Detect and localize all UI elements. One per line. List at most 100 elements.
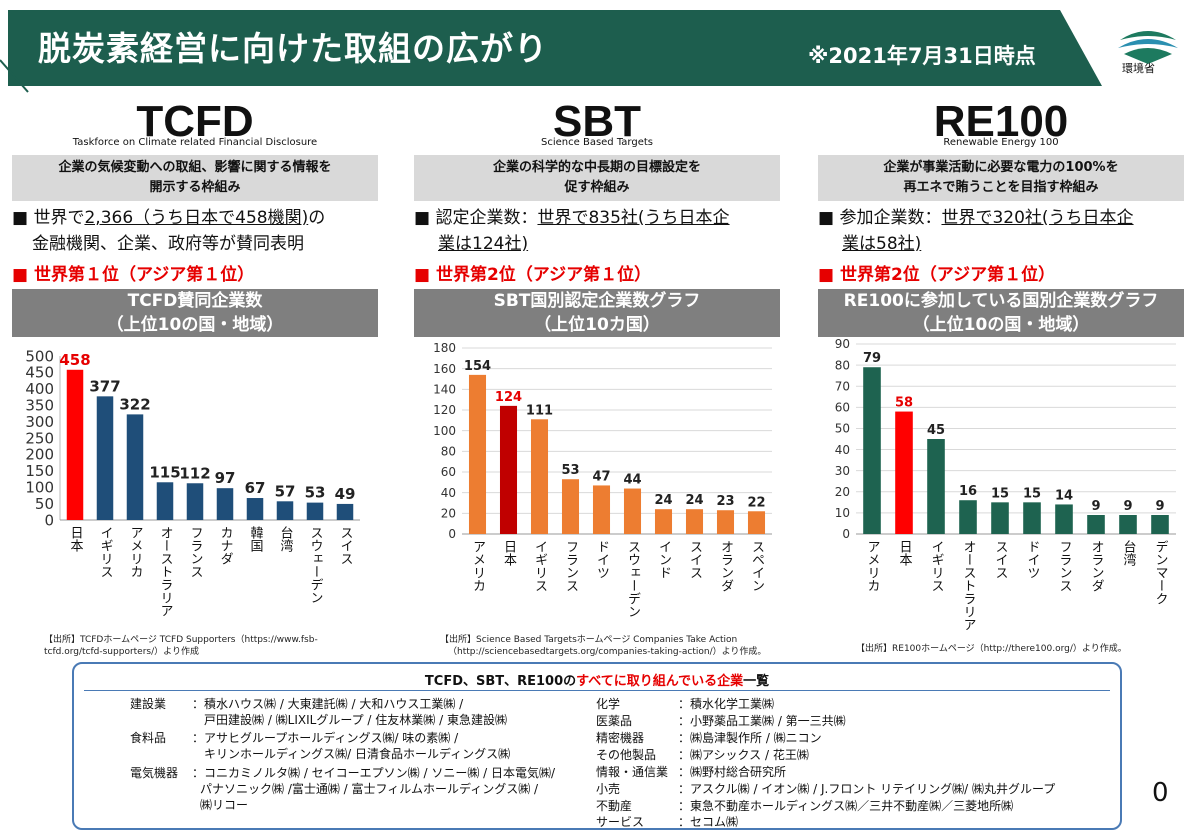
sbt-fullname: Science Based Targets bbox=[541, 137, 653, 148]
bar bbox=[1151, 515, 1169, 534]
data-label: 24 bbox=[654, 493, 672, 508]
list-entry: ：積水化学工業㈱ bbox=[678, 697, 775, 711]
data-label: 53 bbox=[561, 463, 579, 478]
bar bbox=[1087, 515, 1105, 534]
y-tick-label: 180 bbox=[433, 341, 456, 355]
bar bbox=[927, 439, 945, 534]
bar bbox=[336, 503, 354, 520]
y-tick-label: 300 bbox=[25, 413, 54, 431]
sbt-info-underlined: 世界で835社(うち日本企 bbox=[537, 208, 730, 228]
y-tick-label: 80 bbox=[835, 358, 850, 372]
bar bbox=[156, 482, 174, 520]
bar bbox=[1055, 504, 1073, 534]
data-label: 15 bbox=[1023, 486, 1041, 501]
sbt-info: ■ 認定企業数：世界で835社(うち日本企 業は124社) bbox=[414, 205, 794, 257]
re100-info: ■ 参加企業数：世界で320社(うち日本企 業は58社) bbox=[818, 205, 1194, 257]
sbt-source-line2: （http://sciencebasedtargets.org/companie… bbox=[448, 647, 767, 657]
list-category: 精密機器 bbox=[596, 731, 645, 745]
ministry-logo-icon bbox=[1118, 31, 1178, 64]
re100-chart-title: RE100に参加している国別企業数グラフ （上位10の国・地域） bbox=[818, 289, 1184, 337]
tcfd-rank: ■ 世界第１位（アジア第１位） bbox=[12, 265, 255, 285]
y-tick-label: 100 bbox=[433, 424, 456, 438]
bar bbox=[499, 405, 518, 534]
data-label: 53 bbox=[305, 484, 326, 502]
data-label: 111 bbox=[526, 403, 553, 418]
list-category: 医薬品 bbox=[596, 714, 633, 728]
list-entry: ：積水ハウス㈱ / 大東建託㈱ / 大和ハウス工業㈱ / bbox=[192, 697, 464, 711]
tcfd-desc-line2: 開示する枠組み bbox=[149, 180, 241, 195]
list-entry: ㈱リコー bbox=[200, 798, 249, 812]
list-category: 情報・通信業 bbox=[596, 765, 669, 779]
list-entry: ：㈱島津製作所 / ㈱ニコン bbox=[678, 731, 822, 745]
bar bbox=[1023, 502, 1041, 534]
data-label: 16 bbox=[959, 484, 977, 499]
tcfd-chart-title: TCFD賛同企業数 （上位10の国・地域） bbox=[12, 289, 378, 337]
companies-list-box: TCFD、SBT、RE100のすべてに取り組んでいる企業一覧 建設業 ：積水ハウ… bbox=[72, 662, 1122, 830]
y-tick-label: 500 bbox=[25, 347, 54, 365]
re100-source: 【出所】RE100ホームページ（http://there100.org/）より作… bbox=[856, 643, 1196, 655]
page-title: 脱炭素経営に向けた取組の広がり bbox=[38, 29, 548, 68]
bar bbox=[991, 502, 1009, 534]
list-entry: ：東急不動産ホールディングス㈱／三井不動産㈱／三菱地所㈱ bbox=[678, 799, 1014, 813]
sbt-desc-line2: 促す枠組み bbox=[564, 180, 630, 195]
tcfd-info-underlined: 2,366（うち日本で458機関) bbox=[84, 208, 309, 228]
bar bbox=[1119, 515, 1137, 534]
data-label: 458 bbox=[59, 351, 90, 369]
tcfd-fullname: Taskforce on Climate related Financial D… bbox=[72, 137, 318, 148]
data-label: 112 bbox=[179, 464, 210, 482]
ministry-name: 環境省 bbox=[1122, 62, 1155, 75]
tcfd-info: ■ 世界で2,366（うち日本で458機関)の 金融機関、企業、政府等が賛同表明 bbox=[12, 205, 392, 257]
category-label: アメリカ bbox=[470, 540, 485, 592]
bar bbox=[685, 509, 704, 534]
y-tick-label: 20 bbox=[441, 507, 456, 521]
bar bbox=[959, 500, 977, 534]
y-tick-label: 450 bbox=[25, 364, 54, 382]
y-tick-label: 90 bbox=[835, 337, 850, 351]
bar bbox=[654, 509, 673, 534]
category-label: 台湾 bbox=[278, 526, 294, 552]
bar bbox=[186, 483, 204, 520]
category-label: インド bbox=[656, 540, 671, 579]
list-category: その他製品 bbox=[596, 748, 657, 762]
category-label: オランダ bbox=[1089, 540, 1104, 592]
category-label: フランス bbox=[1057, 540, 1072, 592]
data-label: 154 bbox=[464, 359, 491, 374]
category-label: イギリス bbox=[532, 540, 547, 592]
tcfd-desc-line1: 企業の気候変動への取組、影響に関する情報を bbox=[58, 160, 332, 175]
re100-heading: RE100 bbox=[933, 97, 1069, 146]
list-entry: ：小野薬品工業㈱ / 第一三共㈱ bbox=[678, 714, 846, 728]
bar bbox=[468, 374, 487, 534]
tcfd-heading: TCFD bbox=[136, 97, 254, 146]
as-of-date: ※2021年7月31日時点 bbox=[808, 44, 1036, 68]
data-label: 15 bbox=[991, 486, 1009, 501]
list-title-red: すべてに取り組んでいる企業 bbox=[576, 674, 744, 689]
re100-info-line2: 業は58社) bbox=[842, 234, 922, 254]
tcfd-chart-title-line1: TCFD賛同企業数 bbox=[127, 291, 263, 311]
category-label: スイス bbox=[993, 540, 1008, 579]
sbt-info-a: ■ 認定企業数： bbox=[414, 208, 538, 228]
sbt-chart-title: SBT国別認定企業数グラフ （上位10カ国） bbox=[414, 289, 780, 337]
y-tick-label: 150 bbox=[25, 462, 54, 480]
category-label: 日本 bbox=[501, 540, 517, 566]
category-label: イギリス bbox=[929, 540, 944, 592]
page-number: 0 bbox=[1152, 778, 1169, 808]
re100-desc-line2: 再エネで賄うことを目指す枠組み bbox=[903, 180, 1099, 195]
category-label: 韓国 bbox=[248, 526, 264, 552]
y-tick-label: 160 bbox=[433, 362, 456, 376]
list-title-b: 一覧 bbox=[743, 674, 770, 689]
bar bbox=[895, 411, 913, 534]
re100-source-line1: 【出所】RE100ホームページ（http://there100.org/）より作… bbox=[856, 644, 1127, 654]
data-label: 9 bbox=[1155, 499, 1164, 514]
y-tick-label: 20 bbox=[835, 485, 850, 499]
tcfd-chart-title-line2: （上位10の国・地域） bbox=[106, 315, 284, 335]
list-category: 化学 bbox=[596, 697, 621, 711]
y-tick-label: 0 bbox=[842, 527, 850, 541]
sbt-bar-chart: 0 20 40 60 80 100 120 140 160 180 154 アメリカ 124 日本 111 イ… bbox=[433, 341, 772, 618]
data-label: 44 bbox=[623, 473, 641, 488]
y-tick-label: 350 bbox=[25, 396, 54, 414]
category-label: スウェーデン bbox=[625, 540, 640, 618]
bar bbox=[246, 498, 264, 520]
data-label: 9 bbox=[1123, 499, 1132, 514]
bar bbox=[863, 367, 881, 534]
category-label: 日本 bbox=[897, 540, 913, 566]
